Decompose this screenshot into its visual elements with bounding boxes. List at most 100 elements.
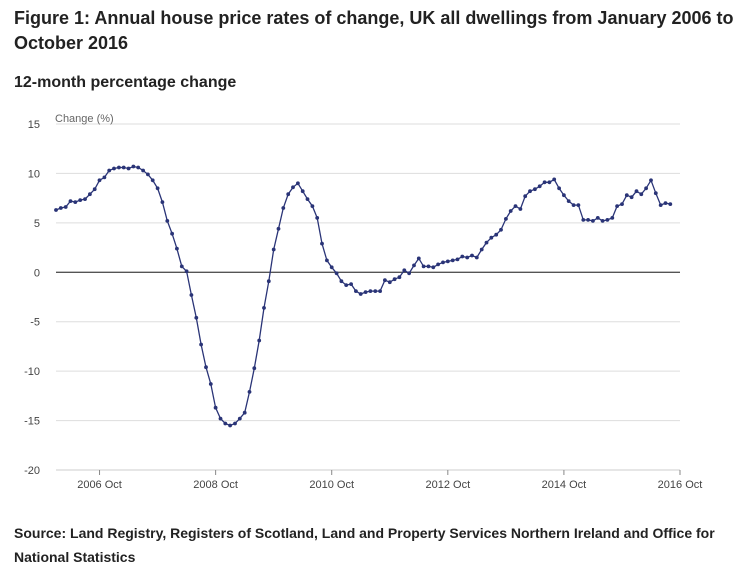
data-point [286,192,291,197]
data-point [228,423,233,428]
data-point [465,255,470,260]
data-point [591,219,595,223]
data-point [112,166,116,171]
data-point [300,189,305,194]
data-point [358,292,363,296]
data-point [499,227,503,232]
data-point [595,216,600,220]
data-point [581,218,586,222]
data-point [233,421,237,426]
data-point [199,342,204,347]
data-point [610,216,615,220]
data-point [78,198,83,202]
data-point [83,197,87,201]
data-point [354,289,358,293]
data-point [146,172,150,177]
data-point [378,289,382,293]
data-point [547,180,552,185]
data-point [291,185,295,190]
data-point [102,175,107,180]
data-point [504,217,508,221]
data-point [653,191,658,196]
data-point [445,259,450,264]
x-tick-label: 2010 Oct [309,479,354,491]
data-point [383,278,387,283]
y-tick-label: 10 [28,168,40,180]
data-point [542,180,547,185]
y-tick-label: -5 [30,317,40,329]
data-point [121,165,126,170]
data-point [455,257,460,262]
data-point [97,178,102,183]
data-point [484,240,489,245]
data-point [373,289,378,293]
data-point [634,189,639,194]
data-point [63,205,68,209]
data-point [489,235,494,240]
data-point [329,265,334,270]
data-point [155,186,160,191]
data-point [262,306,266,310]
data-point [649,178,653,183]
data-point [349,282,353,286]
data-point [271,247,276,252]
data-point [223,421,228,426]
data-point [450,258,455,263]
data-point [552,177,557,182]
data-point [644,186,648,191]
data-point [363,290,368,294]
line-chart: 15 10 5 0 -5 -10 -15 -20 2006 Oct 2008 Oct 2010 O… [24,113,703,491]
data-point [160,200,165,204]
data-point [586,218,590,222]
data-point [668,202,673,206]
chart-subtitle: 12-month percentage change [14,74,237,91]
data-point [58,206,63,210]
data-point [387,280,392,285]
data-point [126,166,131,171]
data-point [218,416,223,421]
x-tick-label: 2012 Oct [425,479,470,491]
data-point [213,405,218,410]
data-point [460,254,465,259]
data-point [474,255,479,260]
series-group [54,164,673,428]
y-tick-label: 0 [34,267,40,279]
data-point [242,410,247,415]
y-axis-ticks: 15 10 5 0 -5 -10 -15 -20 [24,119,40,477]
data-point [426,264,431,269]
data-point [117,165,121,170]
data-point [605,218,610,222]
data-point [320,241,324,246]
data-point [600,219,605,223]
data-point [528,189,532,194]
data-point [344,283,349,287]
x-tick-label: 2008 Oct [193,479,238,491]
data-point [184,269,189,274]
x-tick-label: 2016 Oct [658,479,703,491]
data-point [508,209,513,213]
data-point [436,262,440,267]
data-point [237,416,242,421]
data-point [165,219,170,223]
data-point [431,265,436,270]
data-point [247,390,252,394]
data-point [325,258,329,263]
data-point [68,199,73,203]
data-point [310,204,315,208]
data-point [266,279,271,284]
data-point [421,264,426,269]
data-point [73,200,78,204]
data-point [412,263,416,268]
data-point [557,186,561,191]
data-point [494,232,499,237]
data-point [470,253,474,258]
data-point [150,178,155,183]
data-point [88,192,92,197]
data-point [576,203,581,207]
data-point [397,275,402,280]
data-point [189,293,194,297]
data-point [639,192,644,197]
y-tick-label: 15 [28,119,40,131]
data-point [179,264,184,269]
data-point [131,164,136,169]
